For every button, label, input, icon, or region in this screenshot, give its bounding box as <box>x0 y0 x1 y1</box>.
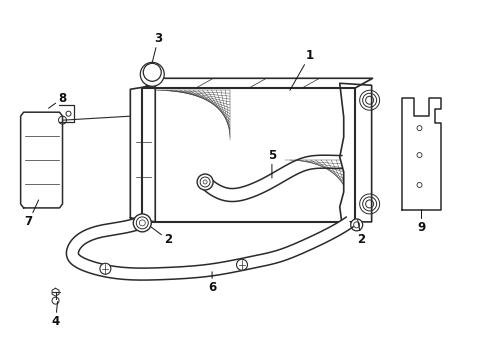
Text: 5: 5 <box>268 149 276 178</box>
Circle shape <box>133 214 151 232</box>
Polygon shape <box>130 85 155 222</box>
Circle shape <box>100 263 111 274</box>
Text: 7: 7 <box>24 200 39 228</box>
Polygon shape <box>21 112 63 208</box>
Circle shape <box>197 174 213 190</box>
Circle shape <box>237 259 247 270</box>
Polygon shape <box>67 216 353 280</box>
Text: 9: 9 <box>417 210 426 234</box>
Text: 6: 6 <box>208 272 216 294</box>
Text: 8: 8 <box>49 92 67 108</box>
Polygon shape <box>340 83 371 222</box>
Circle shape <box>140 62 164 86</box>
Text: 4: 4 <box>51 302 60 328</box>
Text: 3: 3 <box>152 32 162 62</box>
Circle shape <box>351 219 363 231</box>
Text: 1: 1 <box>290 49 314 90</box>
Circle shape <box>137 219 149 231</box>
Polygon shape <box>401 98 441 210</box>
Text: 2: 2 <box>144 222 172 246</box>
Circle shape <box>143 63 161 81</box>
Text: 2: 2 <box>358 220 366 246</box>
